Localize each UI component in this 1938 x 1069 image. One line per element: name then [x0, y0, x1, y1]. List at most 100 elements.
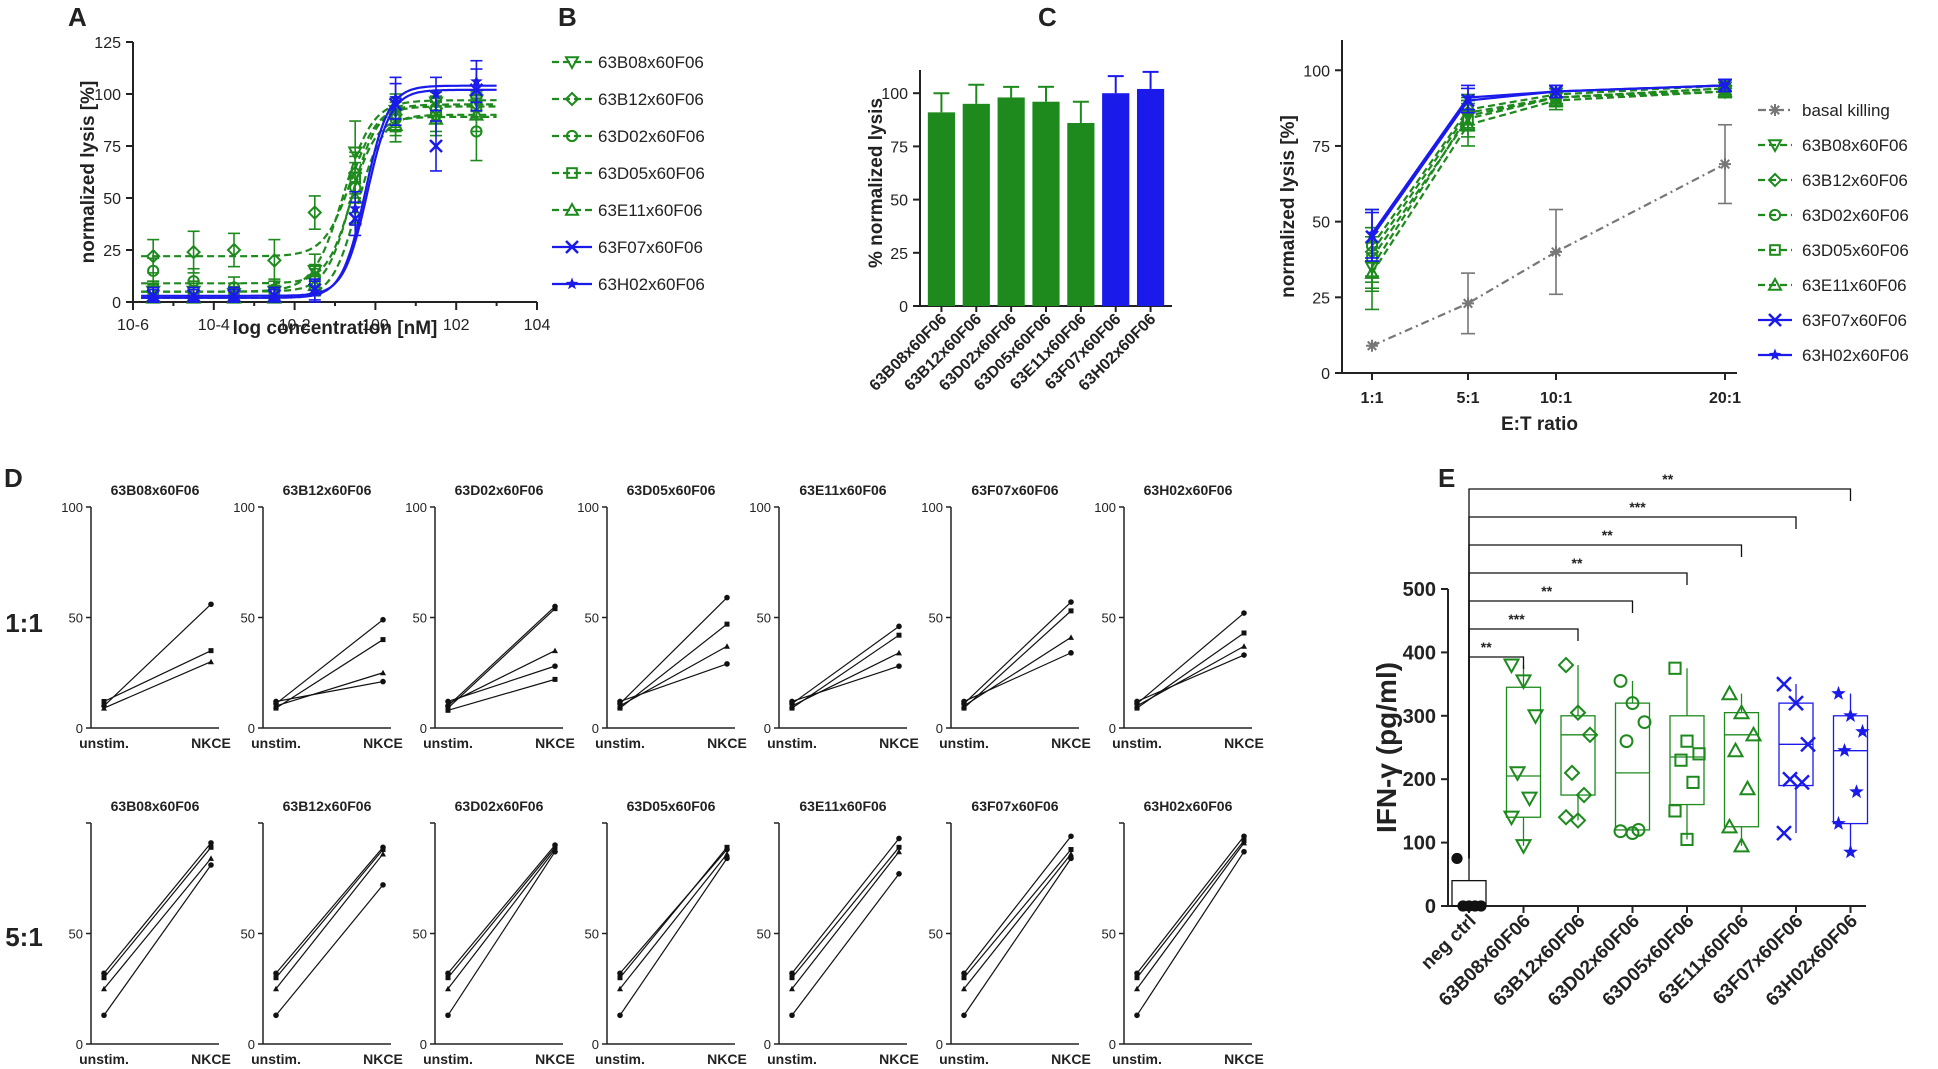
e-significance-label-2: ** — [1541, 583, 1552, 599]
d-point — [273, 702, 279, 709]
d-pair-line — [447, 608, 556, 709]
d-pair-line — [791, 846, 900, 979]
c-point-ray — [1551, 246, 1561, 257]
d-point — [445, 985, 451, 992]
e-point — [1720, 684, 1739, 701]
d-x-label-nkce: NKCE — [363, 1051, 403, 1067]
e-point-shape — [1520, 791, 1539, 808]
e-point-shape — [1843, 708, 1858, 722]
e-point-shape — [1625, 696, 1640, 711]
d-point — [617, 702, 623, 709]
a-point-shape — [146, 291, 160, 304]
d-point — [273, 985, 279, 992]
a-point-shape — [266, 252, 282, 268]
e-point-shape — [1720, 684, 1739, 701]
e-point-shape — [1831, 815, 1846, 830]
d-pair-line — [619, 663, 728, 703]
d-subplot-title: 63B08x60F06 — [111, 798, 200, 814]
d-subplot-title: 63E11x60F06 — [799, 798, 886, 814]
e-point — [1451, 852, 1463, 865]
d-x-label-unstim: unstim. — [939, 735, 989, 751]
a-x-tick-label: 10-4 — [198, 317, 230, 334]
d-point — [896, 848, 902, 855]
d-y-tick-label: 0 — [76, 721, 83, 736]
d-pair-line — [791, 851, 900, 990]
d-point — [961, 698, 967, 705]
d-point — [101, 698, 107, 704]
c-series-line-5 — [1371, 90, 1726, 274]
e-point — [1520, 791, 1539, 808]
e-point — [1613, 824, 1628, 839]
a-y-tick-label: 25 — [103, 243, 121, 260]
a-fit-curve-1 — [141, 103, 497, 258]
e-point — [1732, 703, 1751, 720]
e-significance-label-5: *** — [1629, 499, 1646, 515]
e-point-shape — [1692, 747, 1706, 761]
d-point — [789, 985, 795, 992]
d-point — [896, 663, 902, 669]
b-bar-5 — [1102, 93, 1130, 306]
c-point-shape — [1549, 84, 1563, 97]
e-point-shape — [1613, 673, 1628, 688]
a-legend-label-5: 63F07x60F06 — [598, 238, 703, 257]
e-point — [1732, 836, 1751, 853]
a-error-bar — [228, 232, 240, 268]
d-pair-line — [619, 853, 728, 990]
a-error-bar — [187, 230, 200, 274]
d-y-tick-label: 0 — [76, 1037, 83, 1052]
d-point — [724, 844, 730, 850]
c-x-axis-title: E:T ratio — [1501, 414, 1578, 435]
e-point — [1744, 725, 1763, 742]
d-x-label-unstim: unstim. — [939, 1051, 989, 1067]
c-legend-marker-6-stroke2 — [1768, 313, 1782, 327]
e-point — [1619, 734, 1634, 749]
d-y-tick-label: 50 — [69, 927, 83, 942]
d-point — [724, 850, 730, 857]
d-point — [445, 707, 451, 713]
a-legend-marker-0 — [564, 56, 580, 71]
c-legend-label-7: 63H02x60F06 — [1802, 346, 1909, 365]
c-legend-label-0: basal killing — [1802, 101, 1890, 120]
d-x-label-nkce: NKCE — [879, 1051, 919, 1067]
d-pair-line — [619, 858, 728, 1016]
e-point — [1837, 743, 1852, 757]
d-point — [208, 648, 214, 654]
a-point — [348, 201, 362, 214]
a-x-tick-label: 100 — [362, 317, 389, 334]
d-point — [208, 844, 214, 850]
d-pair-line — [963, 610, 1072, 709]
c-point — [1549, 84, 1563, 97]
c-legend-marker-3 — [1768, 208, 1782, 222]
d-point — [445, 975, 451, 981]
d-point — [1134, 975, 1140, 981]
b-y-tick-label: 0 — [899, 299, 908, 316]
d-pair-line — [619, 846, 728, 979]
d-point — [1068, 608, 1074, 614]
a-point — [226, 242, 242, 258]
a-legend-label-1: 63B12x60F06 — [598, 90, 704, 109]
d-subplot-title: 63D05x60F06 — [627, 482, 716, 498]
b-bar-0 — [927, 112, 956, 307]
e-point — [1782, 771, 1798, 788]
c-series-line-4 — [1371, 87, 1726, 259]
a-point — [186, 244, 202, 260]
a-legend-marker-2 — [565, 129, 579, 143]
a-y-tick-label: 75 — [103, 139, 121, 156]
d-pair-line — [103, 857, 212, 990]
a-point — [266, 252, 282, 268]
d-point — [724, 594, 730, 601]
e-point — [1674, 753, 1688, 767]
c-legend-label-4: 63D05x60F06 — [1802, 241, 1909, 260]
a-point-shape — [468, 106, 485, 121]
d-point — [1068, 650, 1074, 656]
d-pair-line — [619, 645, 728, 707]
a-point — [470, 74, 483, 87]
c-legend-marker-2-shape — [1767, 172, 1783, 188]
d-y-tick-label: 50 — [585, 611, 599, 626]
c-legend-label-6: 63F07x60F06 — [1802, 311, 1907, 330]
a-error-bar — [308, 195, 321, 230]
d-point — [789, 975, 795, 981]
e-significance-bracket-6 — [1468, 488, 1852, 859]
d-y-tick-label: 50 — [1102, 611, 1116, 626]
